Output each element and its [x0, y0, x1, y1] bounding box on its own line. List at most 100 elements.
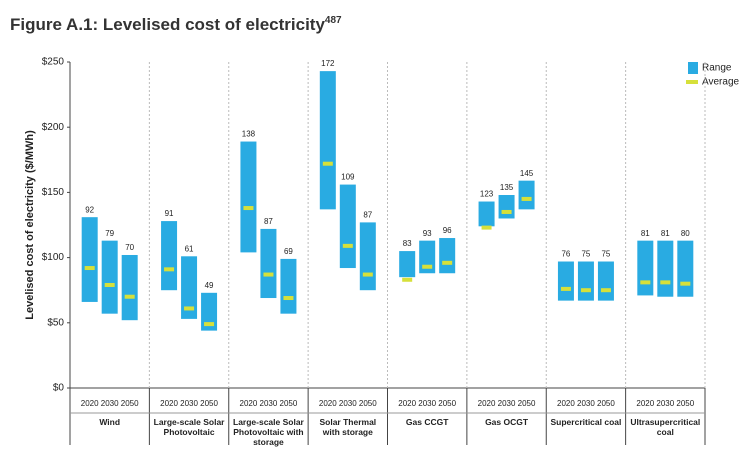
x-tick-label: 2030 [656, 399, 674, 408]
group-label: Large-scale Solar Photovoltaic [153, 417, 225, 437]
range-bar [478, 201, 495, 227]
range-bar [677, 240, 694, 297]
x-tick-label: 2050 [280, 399, 298, 408]
average-marker [442, 260, 453, 265]
range-bar [260, 228, 277, 299]
average-marker [660, 280, 671, 285]
average-marker [322, 161, 333, 166]
y-tick-label: $250 [42, 57, 65, 68]
x-tick-label: 2020 [319, 399, 337, 408]
value-label: 145 [520, 169, 534, 178]
range-bar [359, 222, 376, 291]
average-marker [680, 281, 691, 286]
average-marker [481, 225, 492, 230]
group-label-box: Supercritical coal [550, 417, 622, 427]
average-marker [501, 209, 512, 214]
value-label: 172 [321, 59, 335, 68]
group-label: Ultrasupercritical coal [630, 417, 701, 437]
value-label: 49 [205, 281, 214, 290]
average-marker [422, 264, 433, 269]
group-label: Solar Thermal with storage [319, 417, 377, 437]
average-marker [342, 243, 353, 248]
y-tick-label: $100 [42, 252, 65, 263]
range-bar [161, 221, 178, 291]
chart-title: Figure A.1: Levelised cost of electricit… [10, 15, 342, 35]
value-label: 123 [480, 190, 494, 199]
value-label: 135 [500, 183, 514, 192]
value-label: 87 [264, 217, 273, 226]
y-tick-label: $50 [47, 317, 64, 328]
average-marker [640, 280, 651, 285]
x-tick-label: 2020 [636, 399, 654, 408]
x-tick-label: 2030 [101, 399, 119, 408]
group-label: Supercritical coal [550, 417, 622, 427]
average-marker [402, 277, 413, 282]
range-bar [439, 238, 456, 274]
group-label-box: Solar Thermal with storage [319, 417, 377, 437]
legend-swatch [688, 62, 698, 74]
value-label: 69 [284, 247, 293, 256]
x-tick-label: 2020 [240, 399, 258, 408]
value-label: 93 [423, 229, 432, 238]
x-tick-label: 2020 [557, 399, 575, 408]
x-tick-label: 2050 [121, 399, 139, 408]
group-label: Gas OCGT [485, 417, 529, 427]
x-tick-label: 2030 [498, 399, 516, 408]
legend-label: Range [702, 63, 732, 74]
value-label: 76 [561, 250, 570, 259]
group-label-box: Gas CCGT [406, 417, 449, 427]
average-marker [263, 272, 274, 277]
group-label: Large-scale Solar Photovoltaic with stor… [233, 417, 304, 447]
x-tick-label: 2020 [478, 399, 496, 408]
x-tick-label: 2020 [398, 399, 416, 408]
average-marker [362, 272, 373, 277]
x-tick-label: 2030 [577, 399, 595, 408]
average-marker [104, 282, 115, 287]
x-tick-label: 2030 [180, 399, 198, 408]
x-tick-label: 2030 [418, 399, 436, 408]
value-label: 96 [443, 226, 452, 235]
x-tick-label: 2050 [438, 399, 456, 408]
title-superscript: 487 [325, 15, 342, 26]
x-tick-label: 2030 [260, 399, 278, 408]
range-bar [280, 258, 297, 314]
range-bar [557, 261, 574, 301]
x-tick-label: 2030 [339, 399, 357, 408]
range-bar [339, 184, 356, 269]
range-bar [518, 180, 535, 210]
legend-label: Average [702, 77, 740, 88]
x-tick-label: 2020 [81, 399, 99, 408]
value-label: 79 [105, 229, 114, 238]
range-bar [577, 261, 594, 301]
range-bar [498, 195, 515, 219]
x-tick-label: 2050 [518, 399, 536, 408]
average-marker [184, 306, 195, 311]
legend-swatch [686, 80, 698, 84]
value-label: 87 [363, 211, 372, 220]
average-marker [560, 286, 571, 291]
value-label: 138 [242, 130, 256, 139]
average-marker [164, 267, 175, 272]
value-label: 83 [403, 239, 412, 248]
y-axis-label: Levelised cost of electricity ($/MWh) [24, 130, 36, 320]
group-label-box: Wind [99, 417, 120, 427]
group-label-box: Ultrasupercritical coal [630, 417, 701, 437]
y-tick-label: $0 [53, 383, 65, 394]
group-label-box: Gas OCGT [485, 417, 529, 427]
value-label: 92 [85, 205, 94, 214]
value-label: 91 [165, 209, 174, 218]
range-bar [181, 256, 198, 319]
y-tick-label: $200 [42, 122, 65, 133]
title-text: Figure A.1: Levelised cost of electricit… [10, 15, 325, 34]
average-marker [243, 206, 254, 211]
x-tick-label: 2050 [676, 399, 694, 408]
x-tick-label: 2050 [200, 399, 218, 408]
range-bar [240, 141, 257, 253]
range-bar [201, 292, 218, 331]
average-marker [84, 266, 95, 271]
value-label: 75 [581, 250, 590, 259]
average-marker [580, 288, 591, 293]
value-label: 70 [125, 243, 134, 252]
average-marker [283, 296, 294, 301]
